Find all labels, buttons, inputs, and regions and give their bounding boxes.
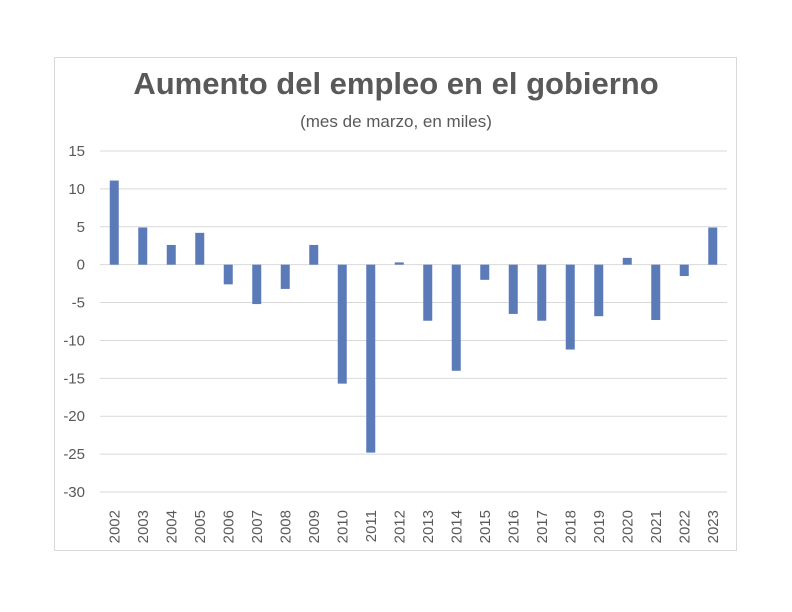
x-tick-label: 2005	[192, 510, 209, 543]
bar-2023	[708, 227, 718, 265]
x-tick-label: 2020	[619, 510, 636, 543]
x-tick-label: 2010	[334, 510, 351, 543]
bar-2022	[679, 264, 689, 277]
x-tick-label: 2023	[705, 510, 722, 543]
y-tick-label: -5	[72, 295, 85, 312]
y-tick-label: 10	[68, 181, 85, 198]
y-tick-label: 15	[68, 143, 85, 160]
bar-2009	[309, 244, 319, 265]
bar-2012	[394, 262, 404, 265]
x-tick-label: 2018	[562, 510, 579, 543]
bar-2008	[280, 264, 290, 289]
chart-subtitle: (mes de marzo, en miles)	[300, 112, 492, 131]
x-tick-label: 2014	[448, 510, 465, 543]
bar-2020	[622, 257, 632, 265]
bar-2014	[451, 264, 461, 371]
y-tick-label: 0	[77, 257, 85, 274]
bar-2013	[423, 264, 433, 321]
bar-2017	[537, 264, 547, 321]
x-tick-label: 2016	[505, 510, 522, 543]
bar-2004	[166, 244, 176, 265]
x-tick-label: 2015	[477, 510, 494, 543]
bar-2019	[594, 264, 604, 317]
x-tick-label: 2013	[420, 510, 437, 543]
bar-2007	[252, 264, 262, 305]
bar-2002	[109, 180, 119, 265]
bar-2011	[366, 264, 376, 453]
chart-frame	[54, 57, 737, 551]
y-tick-label: -15	[63, 370, 85, 387]
bar-2015	[480, 264, 490, 280]
bar-2018	[565, 264, 575, 350]
x-tick-label: 2008	[277, 510, 294, 543]
bar-2003	[138, 227, 148, 265]
chart-title: Aumento del empleo en el gobierno	[133, 66, 659, 101]
bar-2021	[651, 264, 661, 320]
x-tick-label: 2012	[391, 510, 408, 543]
bar-2005	[195, 232, 205, 265]
y-tick-label: -25	[63, 446, 85, 463]
x-tick-label: 2011	[363, 510, 380, 542]
x-tick-label: 2003	[135, 510, 152, 543]
bar-2016	[508, 264, 518, 314]
x-tick-label: 2006	[220, 510, 237, 543]
y-tick-label: -10	[63, 332, 85, 349]
y-tick-label: 5	[77, 219, 85, 236]
y-tick-label: -20	[63, 408, 85, 425]
bar-2010	[337, 264, 347, 384]
x-tick-label: 2004	[163, 510, 180, 543]
x-tick-label: 2017	[534, 510, 551, 543]
x-tick-label: 2002	[106, 510, 123, 543]
x-tick-label: 2021	[648, 510, 665, 543]
x-tick-label: 2009	[306, 510, 323, 543]
x-tick-label: 2019	[591, 510, 608, 543]
bar-2006	[223, 264, 233, 285]
x-tick-label: 2007	[249, 510, 266, 543]
y-tick-label: -30	[63, 484, 85, 501]
x-tick-label: 2022	[676, 510, 693, 543]
